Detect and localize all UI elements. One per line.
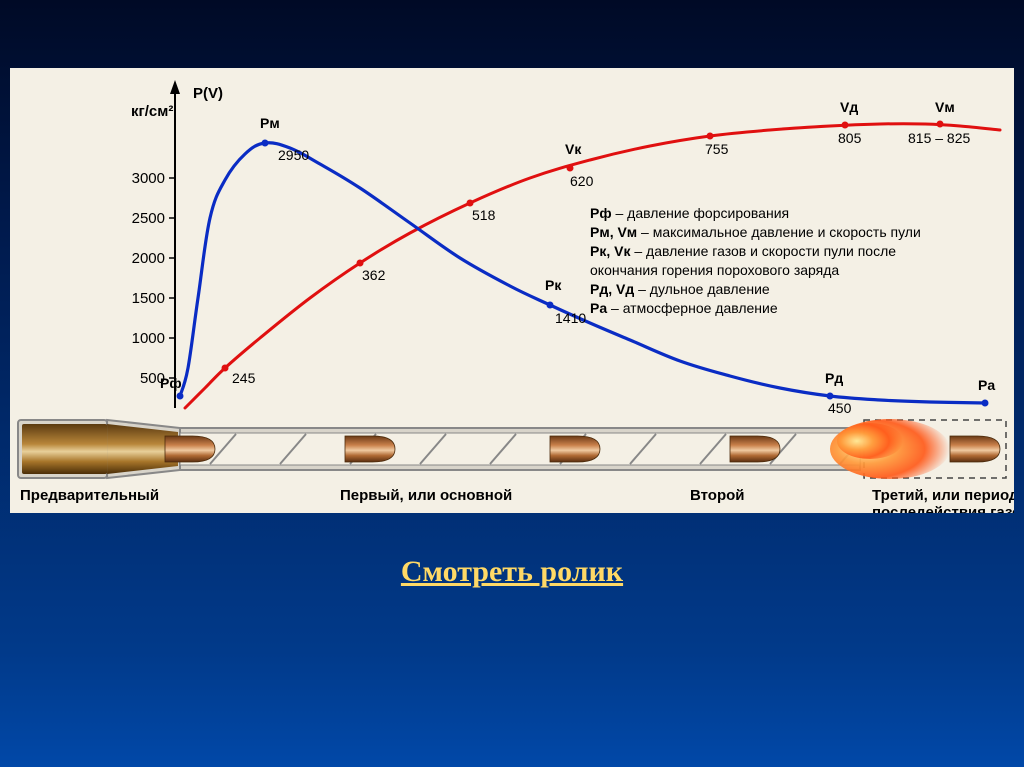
svg-text:Pд: Pд <box>825 370 843 386</box>
chart-axes: 50010001500200025003000P(V)кг/см² <box>131 80 223 408</box>
svg-text:кг/см²: кг/см² <box>131 103 173 120</box>
svg-text:755: 755 <box>705 141 729 157</box>
ballistics-chart: 50010001500200025003000P(V)кг/см² 245362… <box>10 68 1014 513</box>
svg-text:Pд, Vд – дульное давление: Pд, Vд – дульное давление <box>590 281 770 297</box>
svg-text:518: 518 <box>472 207 496 223</box>
svg-text:2000: 2000 <box>132 250 165 267</box>
svg-text:Предварительный: Предварительный <box>20 487 159 504</box>
svg-text:450: 450 <box>828 400 852 416</box>
svg-text:Vм: Vм <box>935 99 955 115</box>
barrel-diagram <box>18 419 1006 479</box>
svg-text:245: 245 <box>232 370 256 386</box>
svg-text:362: 362 <box>362 267 386 283</box>
svg-text:3000: 3000 <box>132 170 165 187</box>
diagram-panel: 50010001500200025003000P(V)кг/см² 245362… <box>10 68 1014 513</box>
svg-text:2500: 2500 <box>132 210 165 227</box>
svg-text:Первый, или основной: Первый, или основной <box>340 487 512 504</box>
svg-text:Pк, Vк – давление газов и скор: Pк, Vк – давление газов и скорости пули … <box>590 243 896 259</box>
svg-text:Pм: Pм <box>260 115 280 131</box>
slide-background: 50010001500200025003000P(V)кг/см² 245362… <box>0 0 1024 767</box>
svg-text:Vд: Vд <box>840 99 858 115</box>
svg-text:Pа – атмосферное давление: Pа – атмосферное давление <box>590 300 778 316</box>
svg-text:620: 620 <box>570 173 594 189</box>
svg-text:Pф: Pф <box>160 375 182 391</box>
svg-text:окончания горения порохового з: окончания горения порохового заряда <box>590 262 839 278</box>
chart-legend: Pф – давление форсирования Pм, Vм – макси… <box>590 205 921 316</box>
svg-text:Pк: Pк <box>545 277 562 293</box>
svg-text:Vк: Vк <box>565 141 582 157</box>
svg-text:Pа: Pа <box>978 377 995 393</box>
svg-text:1000: 1000 <box>132 330 165 347</box>
svg-text:1500: 1500 <box>132 290 165 307</box>
svg-text:последействия газов: последействия газов <box>872 504 1014 513</box>
svg-text:Третий, или период: Третий, или период <box>872 487 1014 504</box>
watch-video-link-container: Смотреть ролик <box>0 555 1024 589</box>
svg-text:2950: 2950 <box>278 147 309 163</box>
svg-text:805: 805 <box>838 130 862 146</box>
svg-text:1410: 1410 <box>555 310 586 326</box>
svg-text:Второй: Второй <box>690 487 745 504</box>
svg-text:Pф – давление форсирования: Pф – давление форсирования <box>590 205 789 221</box>
phase-labels: Предварительный Первый, или основной Второ… <box>20 487 1014 513</box>
svg-text:P(V): P(V) <box>193 85 223 102</box>
watch-video-link[interactable]: Смотреть ролик <box>401 555 623 588</box>
svg-text:815 – 825: 815 – 825 <box>908 130 970 146</box>
svg-text:Pм, Vм – максимальное давление: Pм, Vм – максимальное давление и скорост… <box>590 224 921 240</box>
